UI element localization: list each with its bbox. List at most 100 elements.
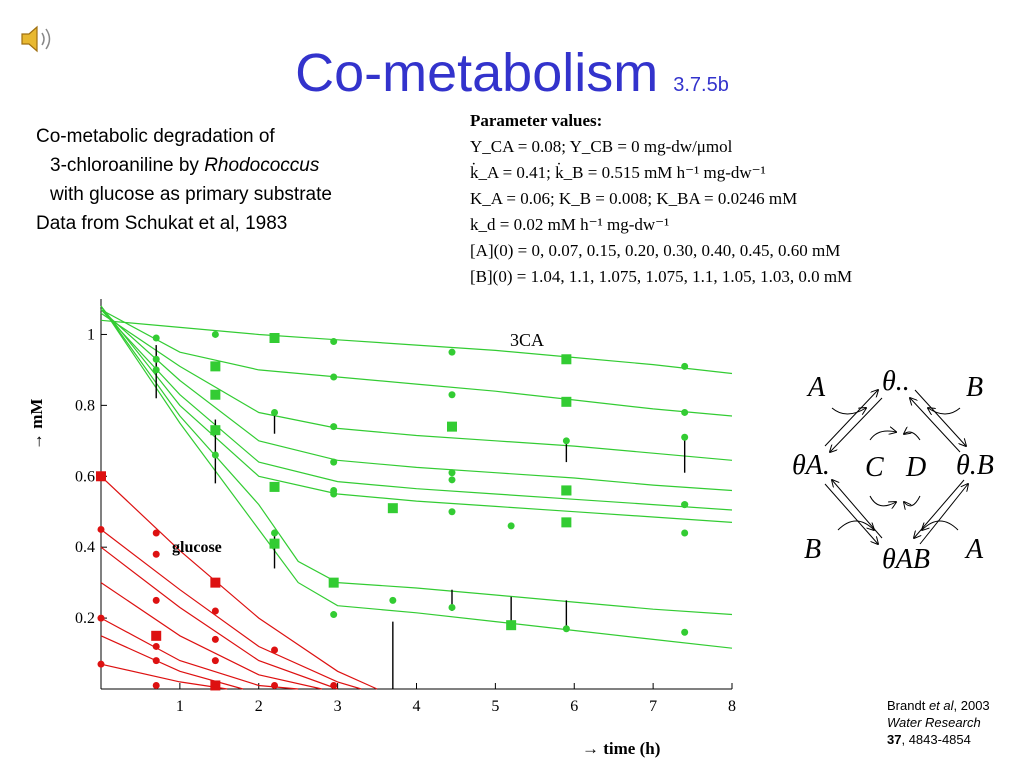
scheme-b-top: B	[966, 372, 983, 403]
data-point-3ca	[561, 354, 572, 365]
data-point-3ca	[681, 408, 689, 416]
parameter-line: Y_CA = 0.08; Y_CB = 0 mg-dw/μmol	[470, 137, 733, 156]
desc-line-4: Data from Schukat et al, 1983	[36, 213, 288, 234]
slide-title: Co-metabolism 3.7.5b	[0, 38, 1024, 120]
data-point-3ca	[389, 596, 397, 604]
data-point-3ca	[681, 362, 689, 370]
desc-line-3: with glucose as primary substrate	[50, 184, 332, 205]
data-point-3ca	[330, 458, 338, 466]
series-glucose-line	[100, 582, 323, 690]
data-point-3ca	[448, 391, 456, 399]
citation-etal: et al	[928, 698, 954, 713]
data-point-3ca	[330, 490, 338, 498]
x-tick-label: 1	[176, 698, 184, 715]
concentration-chart: 1 2 3 4 5 6 7 8 0.2 0.4 0.6 0.8 1 3CA glucose → time…	[27, 299, 736, 758]
data-point-3ca	[330, 373, 338, 381]
series-glucose-line	[100, 663, 228, 690]
scheme-theta-ab: θAB	[882, 544, 930, 575]
x-tick-label: 3	[334, 698, 342, 715]
data-point-3ca	[269, 333, 280, 343]
data-point-3ca	[448, 508, 456, 516]
data-point-3ca	[152, 334, 160, 342]
citation-year: , 2003	[953, 698, 990, 713]
parameter-line: k̇_A = 0.41; k̇_B = 0.515 mM h⁻¹ mg-dw⁻¹	[470, 163, 766, 182]
data-point-3ca	[269, 481, 280, 492]
data-point-3ca	[448, 476, 456, 484]
data-point-3ca	[448, 469, 456, 477]
citation-volume-line: 37, 4843-4854	[887, 731, 990, 748]
scheme-d: D	[905, 452, 926, 483]
x-tick-label: 2	[255, 698, 263, 715]
y-tick-label: 0.8	[75, 397, 95, 414]
series-3ca-line	[100, 319, 733, 375]
data-point-glucose	[152, 642, 160, 650]
series-3ca-line	[100, 309, 733, 511]
data-point-glucose	[152, 681, 160, 689]
data-point-3ca	[681, 501, 689, 509]
data-point-glucose	[152, 596, 160, 604]
desc-line-2-text: 3-chloroaniline by	[50, 155, 205, 176]
data-point-glucose	[152, 657, 160, 665]
x-tick-label: 4	[413, 698, 421, 715]
series-glucose-line	[100, 529, 362, 690]
series-glucose-line	[100, 617, 299, 690]
title-ref: 3.7.5b	[673, 74, 729, 96]
data-point-glucose	[330, 681, 338, 689]
data-point-3ca	[681, 433, 689, 441]
data-point-3ca	[330, 423, 338, 431]
citation-journal: Water Research	[887, 715, 981, 730]
data-point-glucose	[151, 630, 162, 641]
citation-journal-line: Water Research	[887, 714, 990, 731]
series-3ca-line	[100, 312, 733, 461]
data-point-glucose	[211, 635, 219, 643]
data-point-glucose	[211, 607, 219, 615]
data-point-3ca	[561, 485, 572, 496]
citation-author-line: Brandt et al, 2003	[887, 697, 990, 714]
data-point-3ca	[387, 503, 398, 514]
scheme-b-bottom: B	[804, 534, 821, 565]
parameter-heading: Parameter values:	[470, 111, 603, 130]
data-point-3ca	[328, 577, 339, 588]
parameter-line: K_A = 0.06; K_B = 0.008; K_BA = 0.0246 m…	[470, 189, 798, 208]
scheme-arrows	[824, 390, 968, 544]
series-glucose-line	[100, 635, 244, 690]
x-tick-label: 6	[570, 698, 578, 715]
annotation-glucose: glucose	[172, 539, 222, 556]
data-point-glucose	[97, 525, 105, 533]
data-point-3ca	[269, 538, 280, 549]
data-point-glucose	[271, 646, 279, 654]
data-point-glucose	[152, 550, 160, 558]
data-point-3ca	[210, 389, 221, 400]
scheme-theta-empty: θ..	[882, 366, 910, 397]
speaker-icon[interactable]	[18, 22, 58, 56]
parameter-line: [B](0) = 1.04, 1.1, 1.075, 1.075, 1.1, 1…	[470, 267, 853, 286]
series-3ca-line	[100, 305, 733, 616]
scheme-a-top: A	[806, 372, 826, 403]
data-point-glucose	[96, 471, 106, 482]
parameter-values: Parameter values: Y_CA = 0.08; Y_CB = 0 …	[470, 108, 852, 290]
data-point-3ca	[681, 628, 689, 636]
citation-pages: , 4843-4854	[901, 732, 971, 747]
data-point-3ca	[561, 517, 572, 528]
scheme-theta-b: θ.B	[956, 450, 994, 481]
data-point-3ca	[681, 529, 689, 537]
data-point-3ca	[561, 396, 572, 407]
data-point-3ca	[562, 437, 570, 445]
data-point-3ca	[448, 348, 456, 356]
y-tick-label: 0.4	[75, 539, 95, 556]
data-point-glucose	[152, 529, 160, 537]
parameter-line: [A](0) = 0, 0.07, 0.15, 0.20, 0.30, 0.40…	[470, 241, 841, 260]
desc-line-2: 3-chloroaniline by Rhodococcus	[36, 151, 332, 180]
y-tick-label: 0.2	[75, 610, 95, 627]
series-glucose-line	[100, 475, 378, 690]
data-point-3ca	[506, 620, 517, 631]
data-point-glucose	[271, 681, 279, 689]
data-point-3ca	[211, 451, 219, 459]
data-point-3ca	[271, 529, 279, 537]
scheme-theta-a: θA.	[792, 450, 830, 481]
series-3ca-line	[100, 309, 733, 492]
citation-author: Brandt	[887, 698, 926, 713]
x-axis-label: → time (h)	[582, 739, 660, 758]
series-3ca-line	[100, 305, 733, 523]
data-point-3ca	[330, 611, 338, 619]
